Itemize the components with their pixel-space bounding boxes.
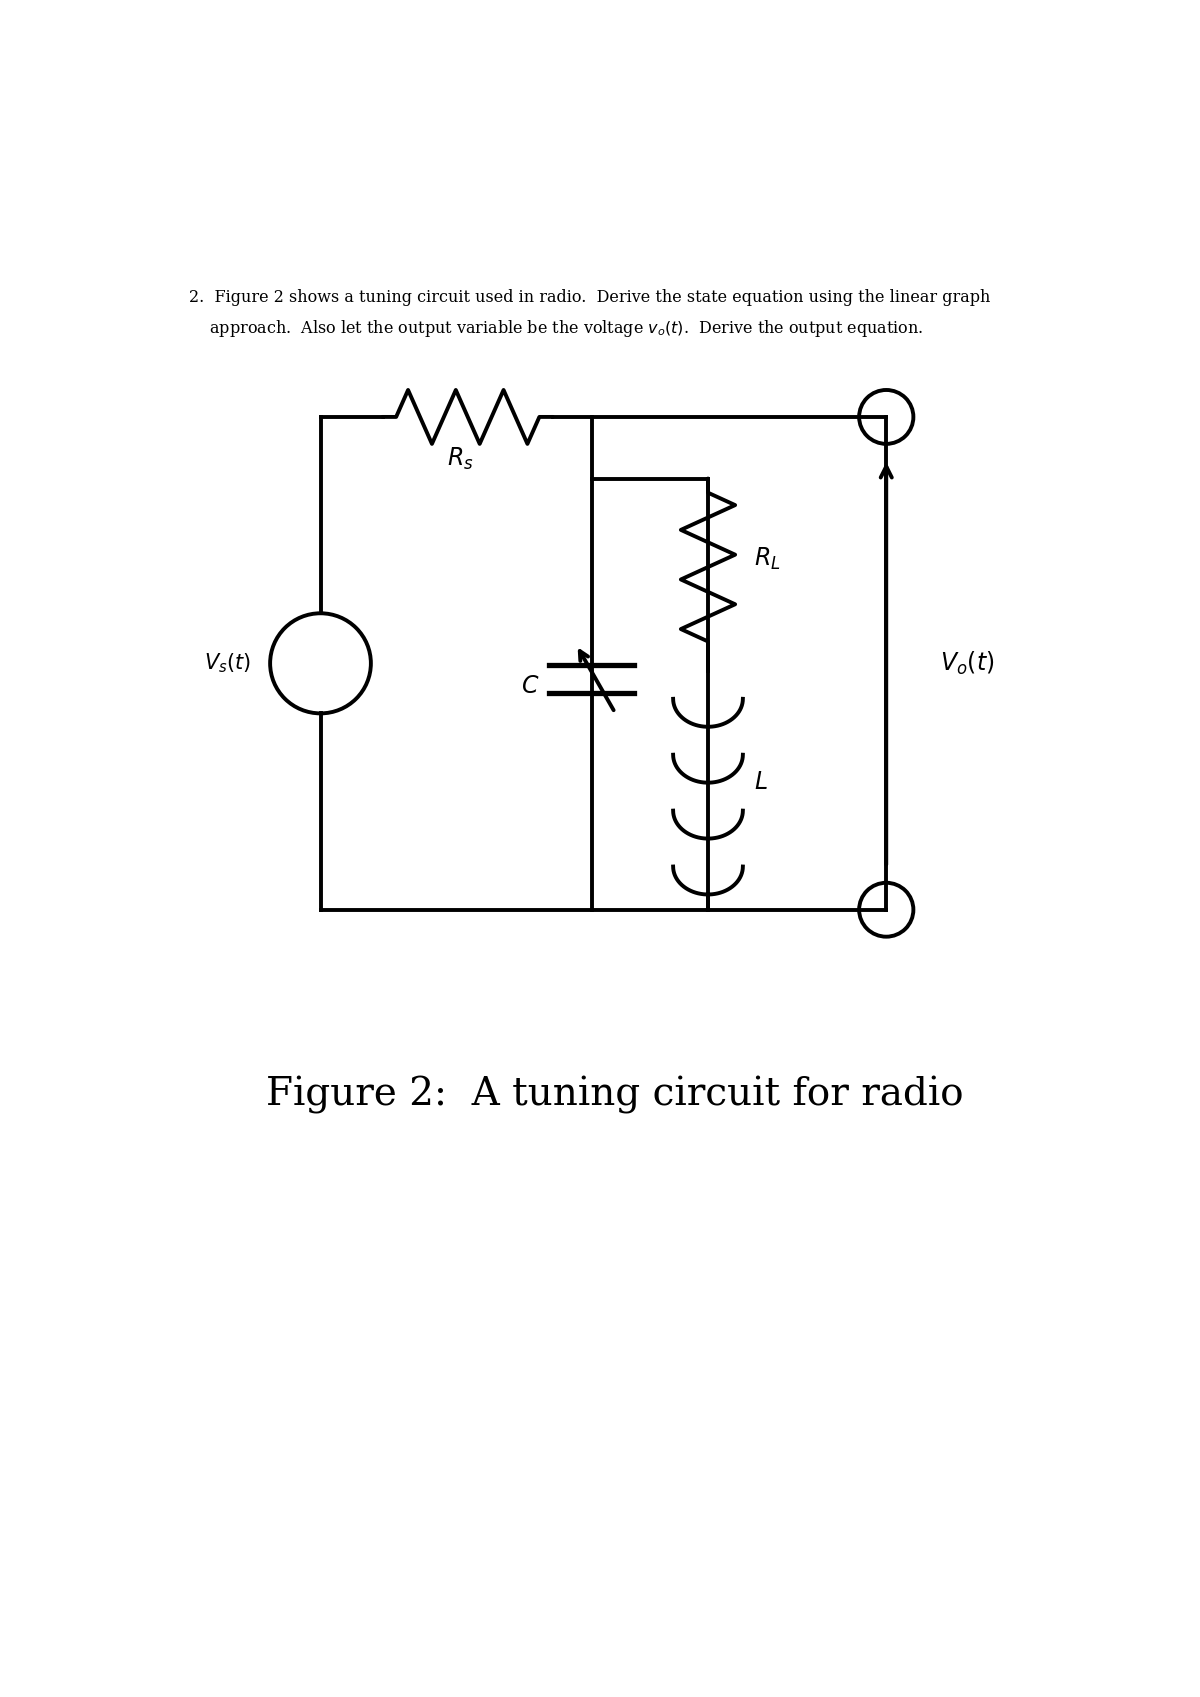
Text: $V_o(t)$: $V_o(t)$ bbox=[941, 650, 995, 677]
Text: $R_L$: $R_L$ bbox=[755, 546, 781, 572]
Text: $R_s$: $R_s$ bbox=[446, 446, 473, 472]
Text: 2.  Figure 2 shows a tuning circuit used in radio.  Derive the state equation us: 2. Figure 2 shows a tuning circuit used … bbox=[188, 288, 990, 305]
Text: $V_s(t)$: $V_s(t)$ bbox=[204, 652, 251, 675]
Text: $C$: $C$ bbox=[521, 675, 539, 697]
Text: $L$: $L$ bbox=[755, 770, 768, 794]
Text: approach.  Also let the output variable be the voltage $v_o(t)$.  Derive the out: approach. Also let the output variable b… bbox=[188, 317, 923, 339]
Text: Figure 2:  A tuning circuit for radio: Figure 2: A tuning circuit for radio bbox=[266, 1076, 964, 1113]
